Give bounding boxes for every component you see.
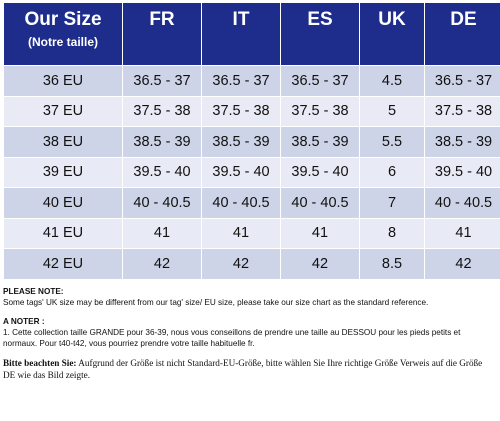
cell-de: 41	[425, 218, 500, 248]
cell-eu: 39 EU	[4, 157, 122, 187]
cell-eu: 38 EU	[4, 127, 122, 157]
cell-fr: 40 - 40.5	[123, 188, 201, 218]
cell-it: 40 - 40.5	[202, 188, 280, 218]
cell-de: 39.5 - 40	[425, 157, 500, 187]
please-note-text: Some tags' UK size may be different from…	[3, 297, 429, 307]
cell-uk: 6	[360, 157, 424, 187]
cell-de: 36.5 - 37	[425, 66, 500, 96]
cell-fr: 38.5 - 39	[123, 127, 201, 157]
header-row: Our Size (Notre taille) FR IT ES UK DE	[4, 3, 500, 65]
cell-es: 40 - 40.5	[281, 188, 359, 218]
table-row: 38 EU 38.5 - 39 38.5 - 39 38.5 - 39 5.5 …	[4, 127, 500, 157]
cell-fr: 41	[123, 218, 201, 248]
cell-uk: 8	[360, 218, 424, 248]
table-row: 42 EU 42 42 42 8.5 42	[4, 249, 500, 279]
cell-eu: 37 EU	[4, 96, 122, 126]
cell-eu: 40 EU	[4, 188, 122, 218]
please-note-block: PLEASE NOTE: Some tags' UK size may be d…	[3, 286, 496, 308]
cell-it: 36.5 - 37	[202, 66, 280, 96]
please-note-title: PLEASE NOTE:	[3, 286, 64, 296]
header-de: DE	[425, 3, 500, 65]
header-our-size: Our Size (Notre taille)	[4, 3, 122, 65]
table-row: 40 EU 40 - 40.5 40 - 40.5 40 - 40.5 7 40…	[4, 188, 500, 218]
size-chart: Our Size (Notre taille) FR IT ES UK DE 3…	[3, 2, 500, 389]
cell-es: 39.5 - 40	[281, 157, 359, 187]
cell-de: 42	[425, 249, 500, 279]
header-es: ES	[281, 3, 359, 65]
size-table: Our Size (Notre taille) FR IT ES UK DE 3…	[3, 2, 500, 280]
cell-it: 42	[202, 249, 280, 279]
our-size-label: Our Size	[24, 9, 102, 30]
cell-de: 38.5 - 39	[425, 127, 500, 157]
bitte-text: Aufgrund der Größe ist nicht Standard-EU…	[3, 357, 483, 380]
table-row: 36 EU 36.5 - 37 36.5 - 37 36.5 - 37 4.5 …	[4, 66, 500, 96]
cell-it: 39.5 - 40	[202, 157, 280, 187]
cell-it: 38.5 - 39	[202, 127, 280, 157]
cell-it: 37.5 - 38	[202, 96, 280, 126]
bitte-title: Bitte beachten Sie:	[3, 357, 77, 368]
header-it: IT	[202, 3, 280, 65]
cell-eu: 42 EU	[4, 249, 122, 279]
cell-es: 41	[281, 218, 359, 248]
cell-uk: 7	[360, 188, 424, 218]
table-row: 41 EU 41 41 41 8 41	[4, 218, 500, 248]
bitte-block: Bitte beachten Sie: Aufgrund der Größe i…	[3, 357, 496, 381]
a-noter-text: 1. Cette collection taille GRANDE pour 3…	[3, 327, 461, 348]
cell-fr: 37.5 - 38	[123, 96, 201, 126]
notes-section: PLEASE NOTE: Some tags' UK size may be d…	[3, 286, 496, 381]
cell-de: 37.5 - 38	[425, 96, 500, 126]
cell-es: 37.5 - 38	[281, 96, 359, 126]
table-row: 39 EU 39.5 - 40 39.5 - 40 39.5 - 40 6 39…	[4, 157, 500, 187]
cell-it: 41	[202, 218, 280, 248]
header-fr: FR	[123, 3, 201, 65]
cell-eu: 41 EU	[4, 218, 122, 248]
cell-es: 42	[281, 249, 359, 279]
cell-de: 40 - 40.5	[425, 188, 500, 218]
header-uk: UK	[360, 3, 424, 65]
our-size-sublabel: (Notre taille)	[27, 35, 98, 49]
cell-es: 38.5 - 39	[281, 127, 359, 157]
a-noter-title: A NOTER :	[3, 316, 45, 326]
cell-uk: 5.5	[360, 127, 424, 157]
cell-eu: 36 EU	[4, 66, 122, 96]
cell-uk: 8.5	[360, 249, 424, 279]
cell-es: 36.5 - 37	[281, 66, 359, 96]
cell-fr: 39.5 - 40	[123, 157, 201, 187]
cell-uk: 5	[360, 96, 424, 126]
cell-fr: 42	[123, 249, 201, 279]
cell-uk: 4.5	[360, 66, 424, 96]
a-noter-block: A NOTER : 1. Cette collection taille GRA…	[3, 316, 496, 349]
cell-fr: 36.5 - 37	[123, 66, 201, 96]
table-row: 37 EU 37.5 - 38 37.5 - 38 37.5 - 38 5 37…	[4, 96, 500, 126]
